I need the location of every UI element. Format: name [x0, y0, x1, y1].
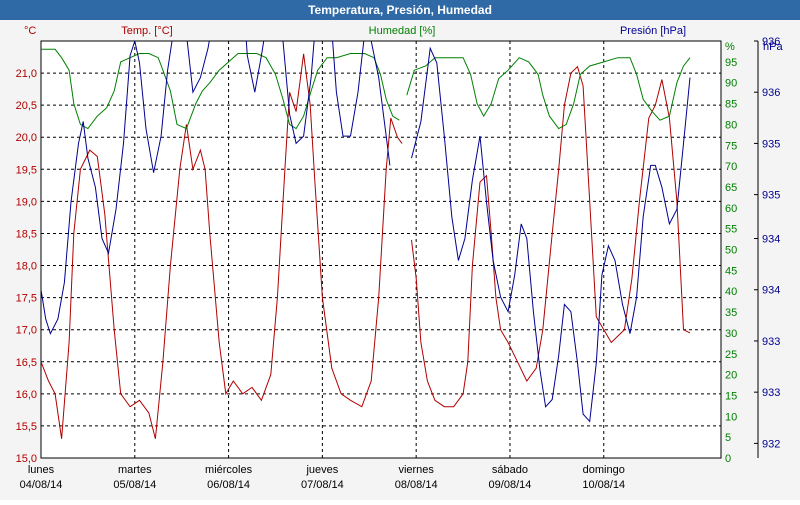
x-tick-date: 08/08/14 — [395, 479, 438, 491]
hum-tick-label: 50 — [725, 245, 737, 257]
temp-tick-label: 18,0 — [16, 261, 37, 273]
hum-tick-label: 25 — [725, 349, 737, 361]
temp-tick-label: 17,5 — [16, 293, 37, 305]
x-tick-date: 06/08/14 — [207, 479, 250, 491]
temp-tick-label: 16,0 — [16, 389, 37, 401]
hum-tick-label: 30 — [725, 328, 737, 340]
series-line-right2 — [411, 46, 691, 423]
hum-tick-label: 95 — [725, 57, 737, 69]
temp-unit: °C — [24, 25, 36, 37]
x-tick-day: viernes — [398, 464, 434, 476]
chart-title: Temperatura, Presión, Humedad — [0, 0, 800, 20]
pres-axis-label: Presión [hPa] — [620, 25, 686, 37]
series-line-right1 — [41, 48, 400, 130]
pres-tick-label: 936 — [762, 36, 780, 48]
hum-tick-label: 40 — [725, 286, 737, 298]
chart-svg: 15,0 15,5 16,0 16,5 17,0 17,5 18,0 18,5 19,0 19,5… — [16, 25, 784, 491]
x-tick-day: lunes — [28, 464, 55, 476]
temp-tick-label: 19,5 — [16, 164, 37, 176]
pres-unit: hPa — [763, 41, 783, 53]
hum-tick-label: 65 — [725, 182, 737, 194]
x-tick-day: sábado — [492, 464, 528, 476]
series-line-right2 — [41, 41, 391, 335]
hum-tick-label: 15 — [725, 390, 737, 402]
chart-area: 15,0 15,5 16,0 16,5 17,0 17,5 18,0 18,5 19,0 19,5… — [0, 20, 800, 500]
x-tick-day: miércoles — [205, 464, 253, 476]
temp-tick-label: 21,0 — [16, 68, 37, 80]
temp-tick-label: 16,5 — [16, 357, 37, 369]
hum-tick-label: 20 — [725, 370, 737, 382]
pres-tick-label: 934 — [762, 234, 780, 246]
hum-unit: % — [725, 41, 735, 53]
series-line-right1 — [406, 57, 691, 130]
x-tick-date: 05/08/14 — [113, 479, 156, 491]
hum-tick-label: 0 — [725, 453, 731, 465]
pres-tick-label: 932 — [762, 438, 780, 450]
temp-tick-label: 15,5 — [16, 421, 37, 433]
plot-area — [40, 40, 722, 459]
hum-tick-label: 80 — [725, 119, 737, 131]
pres-tick-label: 935 — [762, 190, 780, 202]
pres-tick-label: 933 — [762, 387, 780, 399]
hum-tick-label: 55 — [725, 224, 737, 236]
pres-tick-label: 934 — [762, 285, 780, 297]
x-tick-date: 10/08/14 — [582, 479, 625, 491]
hum-tick-label: 5 — [725, 432, 731, 444]
x-tick-date: 07/08/14 — [301, 479, 344, 491]
hum-tick-label: 90 — [725, 78, 737, 90]
hum-tick-label: 70 — [725, 161, 737, 173]
x-tick-day: domingo — [583, 464, 625, 476]
temp-tick-label: 20,0 — [16, 132, 37, 144]
x-tick-date: 04/08/14 — [20, 479, 63, 491]
temp-tick-label: 20,5 — [16, 100, 37, 112]
series-line-left — [41, 53, 403, 439]
pres-tick-label: 935 — [762, 138, 780, 150]
x-tick-day: martes — [118, 464, 152, 476]
series-line-left — [411, 65, 691, 408]
hum-tick-label: 85 — [725, 99, 737, 111]
x-tick-date: 09/08/14 — [489, 479, 532, 491]
pres-tick-label: 933 — [762, 336, 780, 348]
hum-tick-label: 10 — [725, 411, 737, 423]
hum-tick-label: 60 — [725, 203, 737, 215]
hum-tick-label: 35 — [725, 307, 737, 319]
temp-tick-label: 19,0 — [16, 196, 37, 208]
pres-tick-label: 936 — [762, 87, 780, 99]
temp-tick-label: 17,0 — [16, 325, 37, 337]
hum-axis-label: Humedad [%] — [369, 25, 436, 37]
x-tick-day: jueves — [305, 464, 338, 476]
hum-tick-label: 45 — [725, 265, 737, 277]
temp-tick-label: 15,0 — [16, 453, 37, 465]
hum-tick-label: 75 — [725, 140, 737, 152]
temp-tick-label: 18,5 — [16, 228, 37, 240]
temp-axis-label: Temp. [°C] — [121, 25, 172, 37]
